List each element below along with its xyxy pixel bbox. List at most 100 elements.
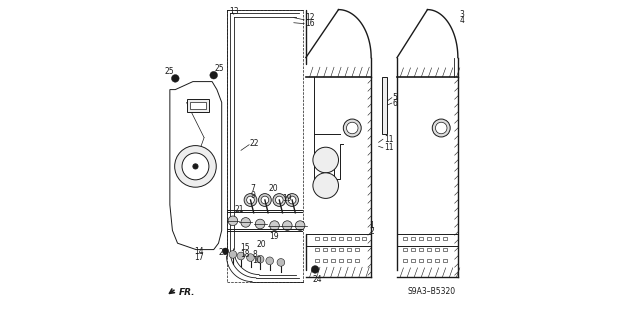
Circle shape <box>247 254 254 261</box>
Bar <box>435 248 439 251</box>
Circle shape <box>244 194 257 206</box>
Circle shape <box>172 75 179 82</box>
Circle shape <box>247 196 254 204</box>
Bar <box>347 237 352 240</box>
Circle shape <box>313 173 338 198</box>
Text: 17: 17 <box>194 253 204 262</box>
Text: 16: 16 <box>305 20 314 28</box>
Text: 20: 20 <box>257 240 267 249</box>
Bar <box>190 102 206 109</box>
Circle shape <box>311 266 319 273</box>
Bar <box>435 237 439 240</box>
Bar <box>443 259 447 262</box>
Text: 12: 12 <box>305 13 314 22</box>
Bar <box>411 259 415 262</box>
Text: 22: 22 <box>250 139 259 148</box>
Circle shape <box>175 146 216 187</box>
Bar <box>323 248 327 251</box>
Circle shape <box>210 71 218 79</box>
Text: 25: 25 <box>214 64 225 73</box>
Text: 19: 19 <box>282 194 292 203</box>
Bar <box>347 259 352 262</box>
Bar <box>403 248 408 251</box>
Bar <box>331 248 335 251</box>
Bar <box>355 237 359 240</box>
Circle shape <box>277 259 285 266</box>
Text: 3: 3 <box>459 10 464 19</box>
Bar <box>323 237 327 240</box>
Bar <box>339 248 343 251</box>
Text: 8: 8 <box>252 250 257 259</box>
Circle shape <box>432 119 450 137</box>
Bar <box>362 237 365 240</box>
Bar <box>339 259 343 262</box>
Circle shape <box>282 221 292 230</box>
Bar <box>427 248 431 251</box>
Bar <box>419 237 423 240</box>
Circle shape <box>259 194 271 206</box>
Text: 21: 21 <box>235 205 244 214</box>
Text: 25: 25 <box>165 67 174 76</box>
Bar <box>315 237 320 240</box>
Circle shape <box>182 153 209 180</box>
Circle shape <box>222 248 229 254</box>
Polygon shape <box>382 77 386 134</box>
Circle shape <box>343 119 361 137</box>
Bar <box>419 248 423 251</box>
Bar <box>331 259 335 262</box>
Text: 2: 2 <box>370 228 374 236</box>
Bar <box>427 237 431 240</box>
Text: S9A3–B5320: S9A3–B5320 <box>407 287 455 296</box>
Bar <box>355 259 359 262</box>
Bar <box>443 248 447 251</box>
Text: 20: 20 <box>268 184 278 193</box>
Text: 5: 5 <box>392 93 398 102</box>
Text: 9: 9 <box>250 191 255 200</box>
Text: 23: 23 <box>218 248 228 257</box>
Circle shape <box>266 257 274 265</box>
Circle shape <box>435 122 447 134</box>
Circle shape <box>261 196 269 204</box>
Circle shape <box>347 122 358 134</box>
Circle shape <box>313 147 338 173</box>
Bar <box>331 237 335 240</box>
Circle shape <box>295 221 305 230</box>
Bar <box>411 248 415 251</box>
Text: 6: 6 <box>392 100 398 108</box>
Bar <box>411 237 415 240</box>
Text: 13: 13 <box>230 7 239 16</box>
Bar <box>403 259 408 262</box>
Text: 4: 4 <box>459 16 464 25</box>
Circle shape <box>241 218 250 227</box>
Bar <box>403 237 408 240</box>
Bar <box>347 248 352 251</box>
Text: 15: 15 <box>240 244 250 252</box>
Bar <box>427 259 431 262</box>
Text: 19: 19 <box>270 232 279 241</box>
Text: 1: 1 <box>370 221 374 230</box>
Circle shape <box>237 252 245 260</box>
Circle shape <box>276 196 283 204</box>
Bar <box>315 248 320 251</box>
Circle shape <box>229 251 237 258</box>
Circle shape <box>193 164 198 169</box>
Circle shape <box>256 255 264 263</box>
Bar <box>187 99 209 112</box>
Circle shape <box>273 194 286 206</box>
Text: FR.: FR. <box>179 288 195 297</box>
Circle shape <box>255 219 265 229</box>
Circle shape <box>228 216 238 226</box>
Circle shape <box>286 194 299 206</box>
Bar <box>443 237 447 240</box>
Circle shape <box>288 196 296 204</box>
Text: 11: 11 <box>384 143 394 152</box>
Bar <box>323 259 327 262</box>
Text: 18: 18 <box>240 250 250 259</box>
Bar <box>419 259 423 262</box>
Bar <box>355 248 359 251</box>
Text: 14: 14 <box>194 247 204 256</box>
Bar <box>435 259 439 262</box>
Bar <box>315 259 320 262</box>
Text: 10: 10 <box>252 256 262 265</box>
Circle shape <box>270 221 279 230</box>
